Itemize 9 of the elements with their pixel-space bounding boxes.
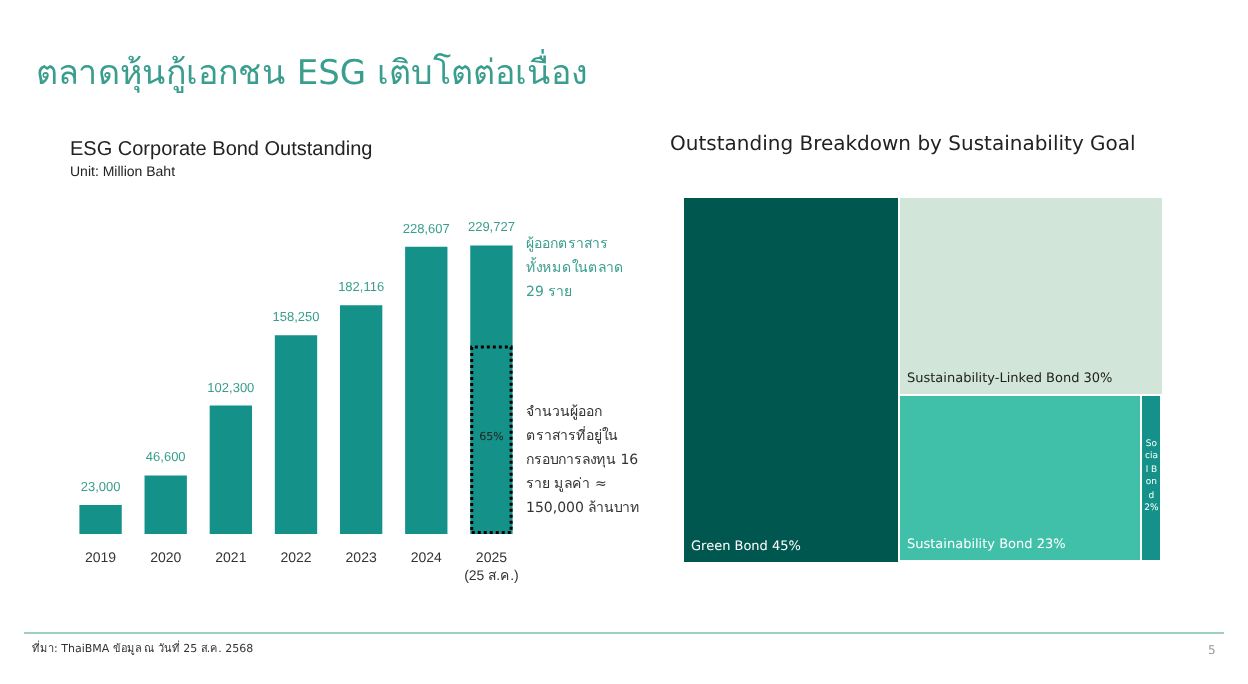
text: ตลาดหุ้นกู้เอกชน ESG เติบโตต่อเนื่อง [36,47,588,98]
bar [274,335,318,534]
bar [339,305,383,534]
bar [209,405,253,534]
bar [405,246,448,534]
chart-title: ESG Corporate Bond Outstanding [70,139,373,161]
text: Outstanding Breakdown by Sustainability Goal [670,134,1136,156]
bar [144,475,187,534]
bar [79,505,122,534]
